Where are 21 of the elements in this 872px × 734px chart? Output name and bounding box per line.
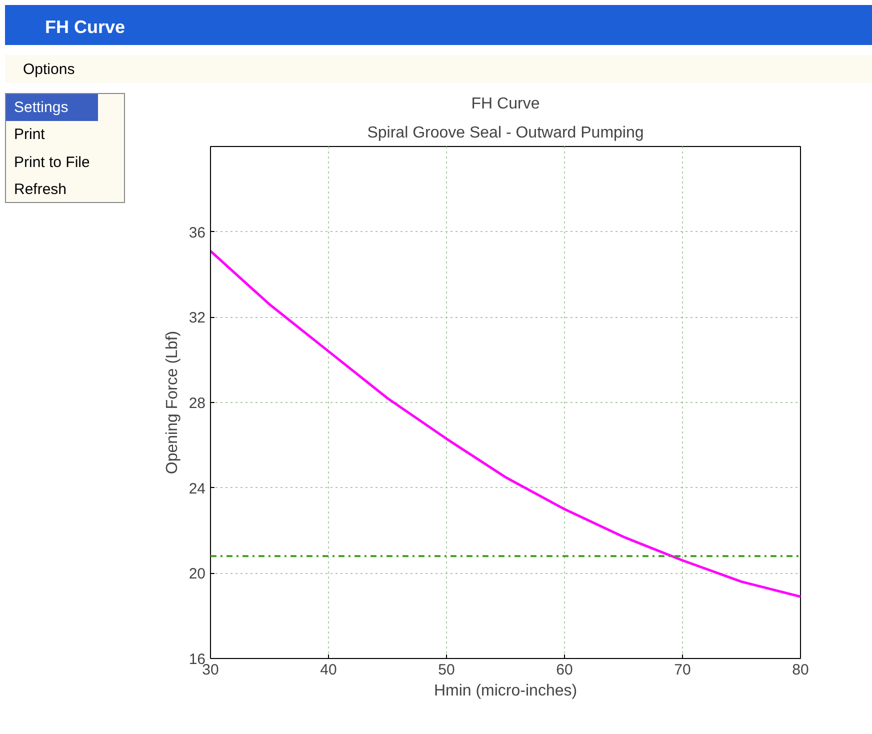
x-tick-label: 60: [556, 662, 573, 678]
line-series: [210, 250, 800, 598]
x-tick-label: 40: [320, 662, 337, 678]
x-axis-title: Hmin (micro-inches): [434, 682, 578, 700]
chart-title: FH Curve: [471, 96, 540, 112]
text: Options: [23, 60, 75, 80]
text: Settings: [6, 94, 98, 122]
text: Refresh: [13, 180, 68, 200]
y-tick-label: 24: [188, 480, 206, 498]
y-tick-label: 28: [188, 395, 206, 412]
x-tick-label: 70: [674, 662, 691, 678]
y-tick-label: 20: [188, 566, 206, 583]
y-tick-label: 36: [188, 224, 206, 242]
text: Print: [13, 125, 46, 146]
text: Print to File: [13, 152, 91, 173]
y-tick-label: 32: [188, 310, 206, 327]
text: FH Curve: [45, 16, 126, 39]
chart-subtitle: Spiral Groove Seal - Outward Pumping: [367, 124, 644, 142]
y-axis-title: Opening Force (Lbf): [164, 330, 181, 474]
x-tick-label: 50: [438, 662, 455, 678]
x-tick-label: 80: [792, 662, 809, 678]
